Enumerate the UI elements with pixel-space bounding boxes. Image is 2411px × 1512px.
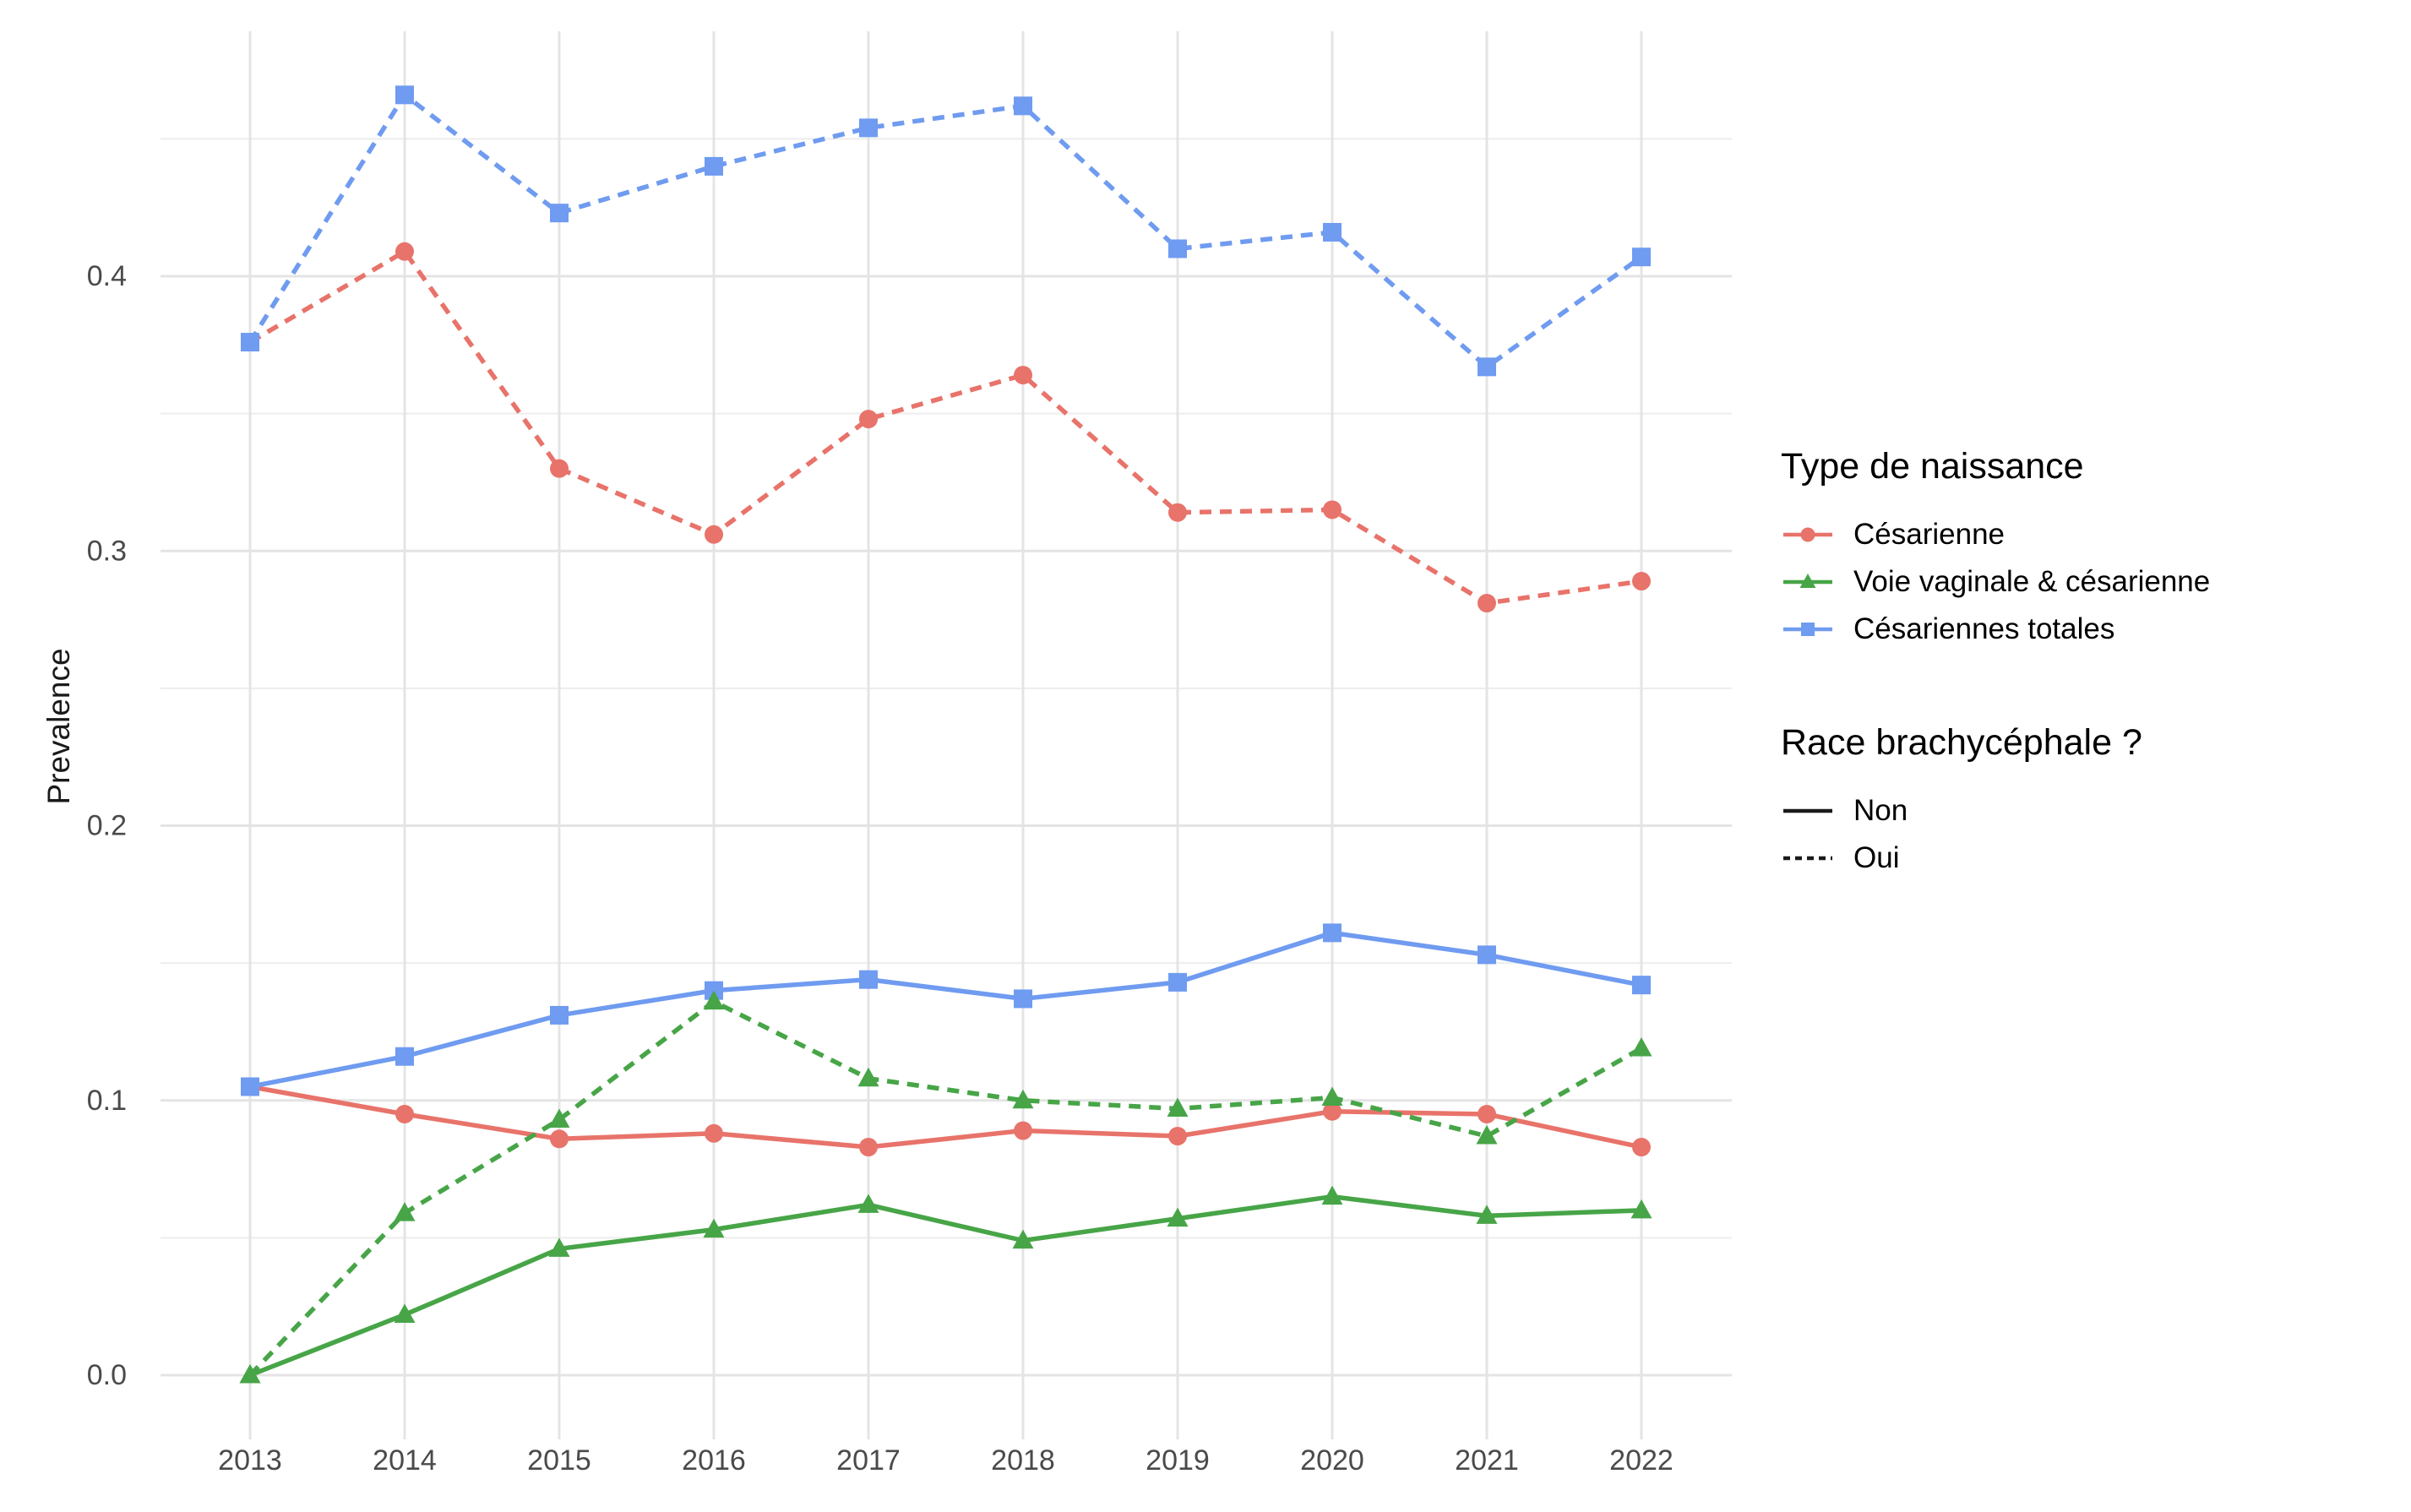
data-point-triangle bbox=[703, 990, 725, 1010]
data-point-triangle bbox=[1167, 1097, 1189, 1118]
data-point-square bbox=[1478, 945, 1496, 965]
legend-item-label: Oui bbox=[1853, 841, 1900, 874]
legend-item-voie-vaginale: Voie vaginale & césarienne bbox=[1781, 560, 2397, 604]
x-tick-label: 2022 bbox=[1609, 1444, 1674, 1477]
data-point-square bbox=[859, 118, 878, 138]
x-tick-label: 2016 bbox=[682, 1444, 746, 1477]
y-tick-label: 0.3 bbox=[87, 535, 127, 567]
y-tick-label: 0.4 bbox=[87, 260, 127, 292]
data-point-circle bbox=[1323, 1101, 1342, 1121]
x-tick-label: 2013 bbox=[218, 1444, 282, 1477]
data-point-triangle bbox=[239, 1364, 261, 1384]
legend-title-race: Race brachycéphale ? bbox=[1781, 722, 2142, 763]
data-point-circle bbox=[1014, 366, 1032, 385]
data-point-square bbox=[1632, 247, 1651, 267]
data-point-triangle bbox=[394, 1202, 416, 1221]
data-point-triangle bbox=[1012, 1229, 1034, 1249]
legend-item-oui: Oui bbox=[1781, 836, 2397, 880]
data-point-square bbox=[1323, 923, 1342, 943]
series-line-green-Non bbox=[248, 1194, 1642, 1378]
data-point-square bbox=[705, 981, 723, 1000]
data-point-triangle bbox=[857, 1194, 879, 1213]
series-line-green-Oui bbox=[248, 998, 1643, 1377]
data-point-triangle bbox=[1476, 1125, 1498, 1145]
y-tick-label: 0.0 bbox=[87, 1359, 127, 1391]
series-line-red-Non bbox=[249, 1084, 1642, 1150]
dashed-line-icon bbox=[1781, 841, 1835, 875]
legend-item-cesarienne: Césarienne bbox=[1781, 513, 2397, 557]
data-point-circle bbox=[550, 1129, 569, 1149]
data-point-circle bbox=[1478, 1105, 1496, 1124]
data-point-circle bbox=[705, 1123, 723, 1143]
data-point-triangle bbox=[857, 1067, 879, 1087]
data-point-circle bbox=[1478, 594, 1496, 613]
legend-item-label: Césarienne bbox=[1853, 518, 2005, 551]
legend-item-label: Non bbox=[1853, 794, 1908, 827]
data-point-triangle bbox=[394, 1303, 416, 1323]
data-point-square bbox=[1632, 976, 1651, 995]
chart-legend: Type de naissance Césarienne Voie vagina… bbox=[1781, 446, 2397, 884]
data-point-square bbox=[705, 156, 723, 176]
series-line-blue-Oui bbox=[248, 91, 1643, 370]
y-axis-title: Prevalence bbox=[41, 648, 76, 805]
data-point-triangle bbox=[1630, 1036, 1652, 1057]
circle-marker-icon bbox=[1781, 518, 1835, 552]
data-point-square bbox=[241, 1077, 259, 1096]
data-point-circle bbox=[395, 242, 414, 261]
legend-title-type: Type de naissance bbox=[1781, 446, 2084, 487]
data-point-circle bbox=[705, 525, 723, 544]
solid-line-icon bbox=[1781, 794, 1835, 828]
x-tick-label: 2014 bbox=[373, 1444, 437, 1477]
x-tick-label: 2018 bbox=[991, 1444, 1055, 1477]
series-line-blue-Non bbox=[249, 930, 1642, 1090]
data-point-square bbox=[1014, 989, 1032, 1009]
data-point-triangle bbox=[548, 1237, 570, 1257]
data-point-triangle bbox=[1012, 1089, 1034, 1109]
triangle-marker-icon bbox=[1781, 565, 1835, 599]
legend-item-label: Césariennes totales bbox=[1853, 612, 2115, 645]
data-point-triangle bbox=[548, 1108, 570, 1129]
data-point-square bbox=[1014, 96, 1032, 116]
series-line-red-Oui bbox=[248, 248, 1642, 606]
square-marker-icon bbox=[1781, 612, 1835, 646]
x-tick-label: 2017 bbox=[836, 1444, 901, 1477]
data-point-square bbox=[1478, 357, 1496, 377]
x-tick-label: 2015 bbox=[527, 1444, 591, 1477]
data-point-circle bbox=[1168, 503, 1187, 522]
data-point-square bbox=[395, 1047, 414, 1066]
data-point-triangle bbox=[703, 1218, 725, 1238]
data-point-circle bbox=[1323, 500, 1342, 519]
data-point-triangle bbox=[1167, 1207, 1189, 1227]
data-point-circle bbox=[550, 459, 569, 478]
data-point-square bbox=[550, 1005, 569, 1025]
y-tick-label: 0.1 bbox=[87, 1085, 127, 1117]
data-point-square bbox=[241, 333, 259, 352]
legend-item-cesariennes-totales: Césariennes totales bbox=[1781, 607, 2397, 651]
data-point-triangle bbox=[1321, 1185, 1343, 1205]
data-point-circle bbox=[1632, 572, 1651, 591]
data-point-circle bbox=[859, 410, 878, 429]
data-point-square bbox=[395, 85, 414, 105]
data-point-circle bbox=[395, 1105, 414, 1124]
data-point-square bbox=[1168, 972, 1187, 992]
data-point-circle bbox=[859, 1138, 878, 1157]
y-tick-label: 0.2 bbox=[87, 810, 127, 842]
data-point-square bbox=[550, 204, 569, 223]
x-tick-label: 2021 bbox=[1455, 1444, 1519, 1477]
data-point-triangle bbox=[1476, 1205, 1498, 1224]
x-tick-label: 2020 bbox=[1300, 1444, 1364, 1477]
legend-item-non: Non bbox=[1781, 789, 2397, 833]
data-point-triangle bbox=[1321, 1086, 1343, 1106]
data-point-circle bbox=[1168, 1127, 1187, 1146]
x-tick-label: 2019 bbox=[1146, 1444, 1210, 1477]
data-point-circle bbox=[1632, 1138, 1651, 1157]
data-point-triangle bbox=[1630, 1199, 1652, 1219]
data-point-circle bbox=[1014, 1121, 1032, 1140]
data-point-square bbox=[859, 970, 878, 989]
data-point-square bbox=[1168, 239, 1187, 258]
legend-item-label: Voie vaginale & césarienne bbox=[1853, 565, 2211, 598]
data-point-square bbox=[1323, 222, 1342, 242]
